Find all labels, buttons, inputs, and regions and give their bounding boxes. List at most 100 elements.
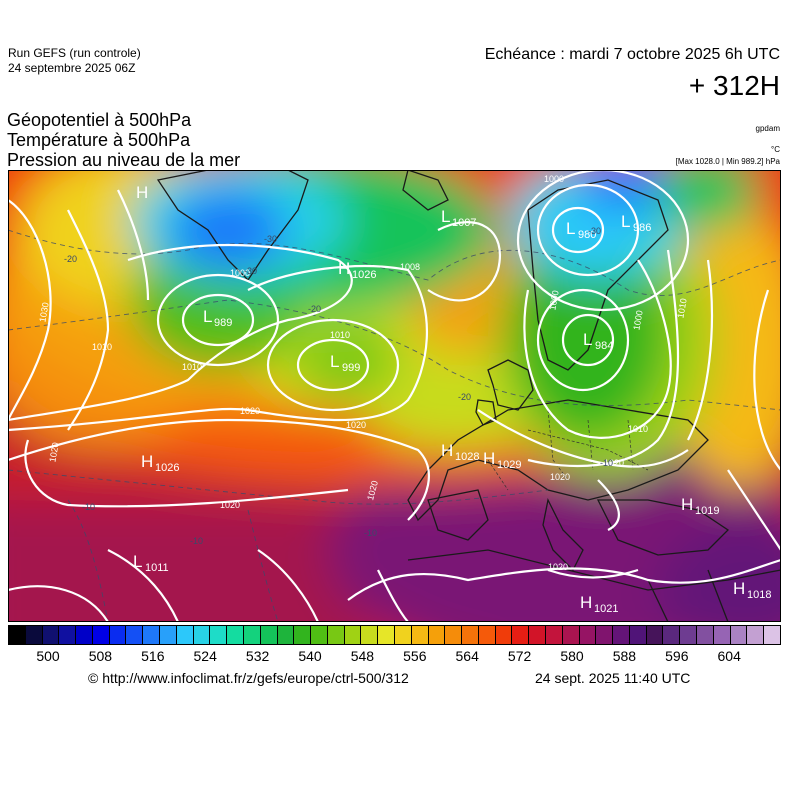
pressure-center-value: 986	[633, 222, 651, 234]
color-swatch	[462, 626, 479, 644]
color-swatch	[92, 626, 110, 644]
color-swatch	[160, 626, 177, 644]
isobar-label: 1010	[182, 362, 202, 372]
color-swatch	[344, 626, 362, 644]
isobar-label: 1020	[240, 406, 260, 416]
isobar-label: 1010	[92, 342, 112, 352]
field-title-temperature: Température à 500hPa	[7, 130, 191, 150]
color-scale-tick-label: 548	[350, 648, 375, 664]
isobar-label: 1020	[346, 420, 366, 430]
run-date: 24 septembre 2025 06Z	[8, 61, 136, 75]
pressure-center-l: L	[583, 330, 592, 349]
isotherm-label: -10	[82, 502, 95, 512]
isobar-label: 1020	[47, 442, 60, 463]
color-swatch	[529, 626, 546, 644]
color-swatch	[663, 626, 681, 644]
color-swatch	[193, 626, 211, 644]
color-scale-tick-label: 508	[88, 648, 113, 664]
color-scale-tick-label: 572	[507, 648, 532, 664]
color-swatch	[680, 626, 698, 644]
color-swatch	[747, 626, 765, 644]
color-swatch	[25, 626, 43, 644]
color-scale-tick-label: 516	[141, 648, 165, 664]
valid-time: Echéance : mardi 7 octobre 2025 6h UTC	[484, 46, 780, 63]
isobar-label: 1020	[548, 562, 568, 572]
unit-pressure: [Max 1028.0 | Min 989.2] hPa	[675, 157, 780, 166]
color-swatch	[59, 626, 77, 644]
color-swatch	[478, 626, 496, 644]
isobar-label: 1020	[604, 458, 624, 468]
color-scale-tick-label: 556	[403, 648, 427, 664]
isobar-label: 1030	[37, 302, 50, 323]
pressure-center-h: H	[681, 495, 693, 514]
pressure-center-value: 1018	[747, 589, 771, 601]
color-swatch	[562, 626, 580, 644]
pressure-center-l: L	[621, 212, 630, 231]
pressure-center-h: H	[136, 183, 148, 202]
color-swatch	[210, 626, 228, 644]
color-swatch	[428, 626, 446, 644]
pressure-center-value: 999	[342, 362, 360, 374]
color-scale-tick-label: 604	[717, 648, 741, 664]
pressure-center-l: L	[441, 207, 450, 226]
color-swatch	[311, 626, 328, 644]
color-scale-tick-label: 500	[36, 648, 60, 664]
color-swatch	[646, 626, 664, 644]
pressure-center-l: L	[566, 219, 575, 238]
color-swatch	[730, 626, 748, 644]
forecast-map: H L 989 H 1026 L 999 L 1007 L 980 L 986 …	[8, 170, 781, 622]
pressure-center-l: L	[330, 352, 339, 371]
isotherm-label: -20	[64, 254, 77, 264]
pressure-center-value: 1011	[145, 562, 169, 574]
isotherm-label: -30	[588, 226, 601, 236]
isobar-label: 1020	[220, 500, 240, 510]
pressure-center-h: H	[338, 259, 350, 278]
isotherm-label: -20	[308, 304, 321, 314]
color-swatch	[713, 626, 731, 644]
color-swatch	[579, 626, 597, 644]
color-swatch	[126, 626, 144, 644]
color-swatch	[109, 626, 127, 644]
isobar-label: 1000	[547, 290, 560, 311]
color-swatch	[764, 626, 780, 644]
color-swatch	[76, 626, 93, 644]
isobar-label: 1000	[230, 268, 250, 278]
run-label: Run GEFS (run controle)	[8, 46, 141, 60]
color-swatch	[697, 626, 714, 644]
color-swatch	[361, 626, 379, 644]
color-scale-tick-label: 564	[455, 648, 479, 664]
color-swatch	[227, 626, 244, 644]
isobar-label: 1020	[550, 472, 570, 482]
pressure-center-value: 1021	[594, 603, 618, 615]
color-scale-tick-label: 580	[560, 648, 584, 664]
isobar-label: 1000	[544, 174, 564, 184]
pressure-center-h: H	[483, 449, 495, 468]
color-swatch	[512, 626, 530, 644]
isobar-label: 1008	[400, 262, 420, 272]
issued-timestamp: 24 sept. 2025 11:40 UTC	[535, 670, 691, 686]
isobar-label: 1010	[330, 330, 350, 340]
pressure-center-value: 1026	[155, 462, 179, 474]
isobar-label: 1010	[628, 424, 648, 434]
color-scale-tick-label: 588	[612, 648, 637, 664]
isotherm-label: -30	[264, 234, 277, 244]
isotherm-label: -30	[244, 266, 257, 276]
color-swatch	[42, 626, 60, 644]
isotherm-label: -10	[190, 536, 203, 546]
color-swatch	[176, 626, 194, 644]
color-scale-tick-label: 596	[665, 648, 689, 664]
color-swatch	[294, 626, 312, 644]
pressure-center-value: 980	[578, 229, 596, 241]
isobar-label: 1000	[631, 310, 644, 331]
isotherm-label: -10	[600, 458, 613, 468]
pressure-center-value: 1028	[455, 451, 479, 463]
unit-temperature: °C	[771, 145, 780, 154]
pressure-center-h: H	[580, 593, 592, 612]
color-swatch	[243, 626, 261, 644]
color-swatch	[411, 626, 429, 644]
pressure-center-value: 1007	[452, 217, 476, 229]
field-title-geopotential: Géopotentiel à 500hPa	[7, 110, 192, 130]
color-swatch	[394, 626, 412, 644]
color-swatch	[378, 626, 395, 644]
color-scale-tick-label: 532	[245, 648, 270, 664]
